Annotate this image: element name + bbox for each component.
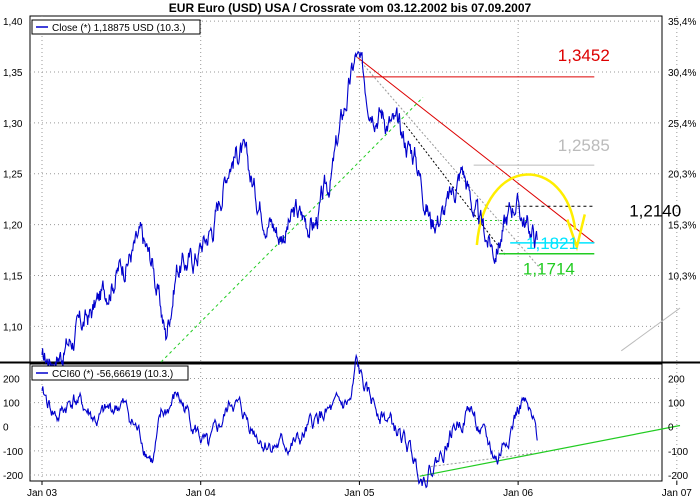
fan-line-grey — [355, 56, 543, 271]
annotation-label: 1,1821 — [526, 234, 578, 253]
chart-title: EUR Euro (USD) USA / Crossrate vom 03.12… — [168, 1, 532, 15]
x-tick-label: Jan 04 — [186, 488, 216, 499]
far-right-grey-line — [620, 307, 681, 352]
price-y-tick-label: 1,25 — [3, 170, 23, 181]
trend-lines — [160, 56, 681, 477]
x-tick-label: Jan 06 — [503, 488, 533, 499]
price-y-tick-label: 1,15 — [3, 272, 23, 283]
grid-lines — [30, 16, 678, 481]
cci-y-tick-label: 0 — [3, 423, 9, 434]
cci-series-line — [41, 353, 538, 489]
x-tick-label: Jan 03 — [27, 488, 57, 499]
x-tick-label: Jan 05 — [344, 488, 374, 499]
annotation-label: 1,3452 — [558, 46, 610, 65]
price-y-right-tick-label: 20,3% — [668, 170, 696, 181]
cci-y-tick-label: 100 — [3, 399, 20, 410]
annotation-label: 1,2140 — [629, 201, 681, 220]
fan-line-black — [403, 122, 506, 256]
cci-legend-label: CCI60 (*) -56,66619 (10.3.) — [52, 369, 173, 380]
cci-y-right-tick-label: -200 — [668, 471, 688, 482]
cci-y-tick-label: 200 — [3, 374, 20, 385]
cci-y-right-tick-label: 0 — [668, 423, 674, 434]
projection-arrow — [566, 214, 586, 252]
cci-y-tick-label: -200 — [3, 471, 23, 482]
cci-panel-frame — [29, 363, 663, 482]
price-legend-label: Close (*) 1,18875 USD (10.3.) — [52, 23, 185, 34]
price-y-right-tick-label: 35,4% — [668, 17, 696, 28]
price-panel-frame — [29, 15, 663, 363]
cci-support-trendline — [419, 424, 681, 477]
price-y-right-tick-label: 10,3% — [668, 272, 696, 283]
annotation-label: 1,1714 — [523, 260, 575, 279]
projection-arc — [475, 173, 577, 246]
axis-ticks: 1,40 1,35 1,30 1,25 1,20 1,15 1,10 35,4% 30,4% 25… — [3, 17, 696, 499]
price-y-tick-label: 1,30 — [3, 119, 23, 130]
cci-y-right-tick-label: 100 — [668, 399, 685, 410]
rising-support-line — [160, 97, 424, 363]
price-y-tick-label: 1,20 — [3, 221, 23, 232]
price-y-tick-label: 1,35 — [3, 68, 23, 79]
cci-y-right-tick-label: -100 — [668, 447, 688, 458]
annotation-label: 1,2585 — [558, 136, 610, 155]
cci-y-right-tick-label: 200 — [668, 374, 685, 385]
price-y-right-tick-label: 30,4% — [668, 68, 696, 79]
price-y-right-tick-label: 15,3% — [668, 221, 696, 232]
resistance-trendline — [355, 56, 595, 244]
price-series-line — [41, 50, 538, 373]
annotations: 1,3452 1,2585 1,2140 1,1821 1,1714 — [523, 46, 681, 279]
price-y-tick-label: 1,10 — [3, 322, 23, 333]
series-lines — [41, 50, 538, 489]
price-y-right-tick-label: 25,4% — [668, 119, 696, 130]
price-y-tick-label: 1,40 — [3, 17, 23, 28]
cci-grey-dotted — [430, 452, 535, 468]
price-legend: Close (*) 1,18875 USD (10.3.) — [31, 19, 201, 35]
x-tick-label: Jan 07 — [662, 488, 692, 499]
cci-y-tick-label: -100 — [3, 447, 23, 458]
cci-legend: CCI60 (*) -56,66619 (10.3.) — [31, 365, 189, 381]
